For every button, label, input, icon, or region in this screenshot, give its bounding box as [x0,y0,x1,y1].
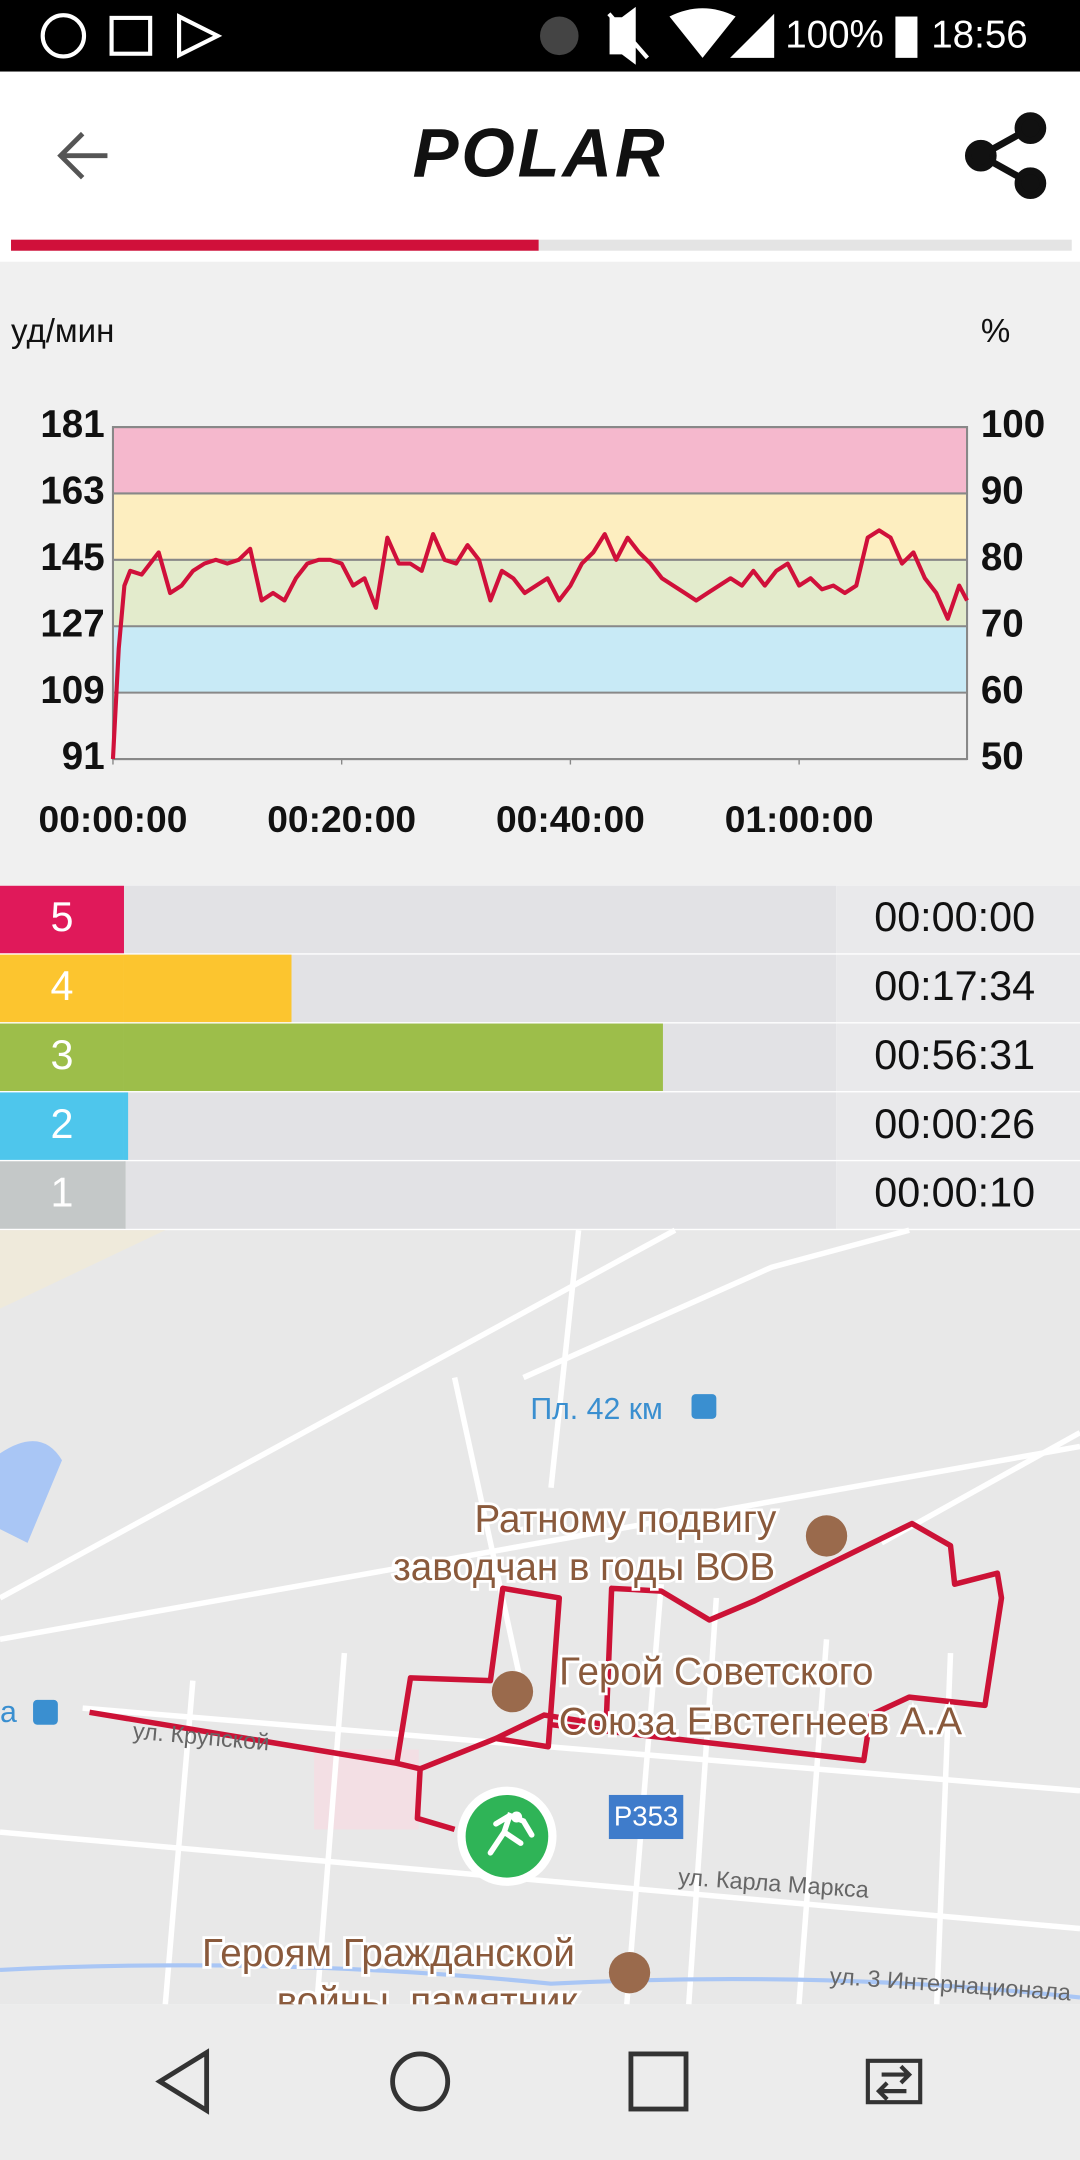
zone-number: 5 [50,894,73,940]
plot-frame [111,426,969,761]
zone-label-cell [0,1161,124,1229]
zone-time: 00:00:00 [874,894,1035,940]
back-button[interactable] [57,131,108,180]
zone-track [123,1092,837,1160]
zone-time-cell [836,1092,1080,1160]
zone-time-cell [836,1161,1080,1229]
nav-switch[interactable] [865,2058,923,2105]
poi-icon [805,1515,848,1557]
y2-tick-label: 50 [981,735,1024,778]
map-station-label: Пл. 42 км [530,1393,663,1426]
y2-tick-label: 80 [981,536,1024,579]
y-tick-label: 127 [40,602,104,645]
y-tick-label: 91 [62,735,105,778]
x-tick-label: 01:00:00 [725,798,874,840]
poi-icon [608,1951,651,1994]
map-poi-label: Ратному подвигу [475,1498,777,1541]
transit-icon [691,1394,717,1419]
app-header [0,71,1080,237]
zone-number: 2 [50,1101,73,1147]
navigation-bar [0,2004,1080,2160]
wifi-icon [669,8,736,58]
map-poi-label: Героям Гражданской [202,1932,575,1975]
zone-label-cell [0,1023,124,1092]
zone-band [112,427,968,494]
map-poi-label: Герой Советского [559,1651,873,1694]
nav-back[interactable] [155,2048,210,2115]
zone-bar [123,1161,126,1229]
play-icon [177,13,223,59]
zone-band [112,559,968,627]
route [89,1520,1005,1833]
road-shield [608,1794,684,1840]
running-icon [511,1811,523,1823]
zone-track [123,885,837,954]
zone-time: 00:17:34 [874,963,1035,1009]
y-tick-label: 163 [40,470,104,513]
zone-time-cell [836,1023,1080,1092]
map: Пл. 42 км Ратному подвигу заводчан в год… [0,1227,1080,2026]
zone-table: 5 00:00:00 4 00:17:34 3 00:56:31 2 00:00:26 1 00:… [0,885,1080,1229]
map-label: а [0,1696,17,1729]
y2-tick-label: 100 [981,403,1045,446]
zone-time: 00:00:10 [874,1170,1035,1216]
share-button[interactable] [964,112,1047,200]
zone-number: 1 [50,1170,73,1216]
y-tick-label: 109 [40,669,104,712]
zone-bar [123,1023,663,1092]
mute-icon [607,6,650,65]
map-water [0,1441,62,1543]
plot: 91 109 127 145 163 181 50 60 70 80 90 100 00:00:00 00… [39,403,1046,840]
tab-track [11,239,1072,251]
signal-icon [730,13,775,58]
zone-band [112,692,968,760]
poi-icon [491,1670,534,1713]
map-poi-label: заводчан в годы ВОВ [393,1546,775,1589]
y-tick-label: 181 [40,403,104,446]
y2-tick-label: 90 [981,470,1024,513]
whatsapp-icon [40,13,87,59]
x-tick-label: 00:40:00 [496,798,645,840]
y-axis-label: уд/мин [11,313,114,350]
x-tick-label: 00:00:00 [39,798,188,840]
map-poi-label: Союза Евстегнеев А.А [559,1700,963,1743]
zone-bar [123,1092,129,1160]
zone-track [123,1161,837,1229]
battery-icon [895,16,918,58]
zone-label-cell [0,954,124,1023]
zone-number: 3 [50,1032,73,1078]
tab-indicator [11,239,539,251]
zone-bar [123,954,292,1023]
zone-band [112,493,968,560]
map-background [0,1230,1080,2005]
zone-time: 00:00:26 [874,1101,1035,1147]
nav-recents[interactable] [628,2051,689,2112]
y2-tick-label: 70 [981,602,1024,645]
y-tick-label: 145 [40,536,104,579]
road-label: Р353 [614,1801,678,1832]
zone-band [112,626,968,693]
heart-rate-line [110,528,969,760]
zone-time-cell [836,885,1080,954]
y2-tick-label: 60 [981,669,1024,712]
zone-time-cell [836,954,1080,1023]
zone-label-cell [0,885,124,954]
zone-number: 4 [50,963,73,1009]
bluetooth-icon [540,16,579,56]
zone-time: 00:56:31 [874,1032,1035,1078]
transit-icon [33,1699,58,1725]
gallery-icon [109,15,153,56]
polar-logo: POLAR [413,115,668,192]
map-river [0,1963,1080,2000]
nav-home[interactable] [390,2051,451,2112]
y2-axis-label: % [981,313,1010,350]
battery-percent: 100% [785,13,884,56]
x-tick-label: 00:20:00 [267,798,416,840]
clock: 18:56 [931,13,1028,56]
zone-label-cell [0,1092,124,1160]
